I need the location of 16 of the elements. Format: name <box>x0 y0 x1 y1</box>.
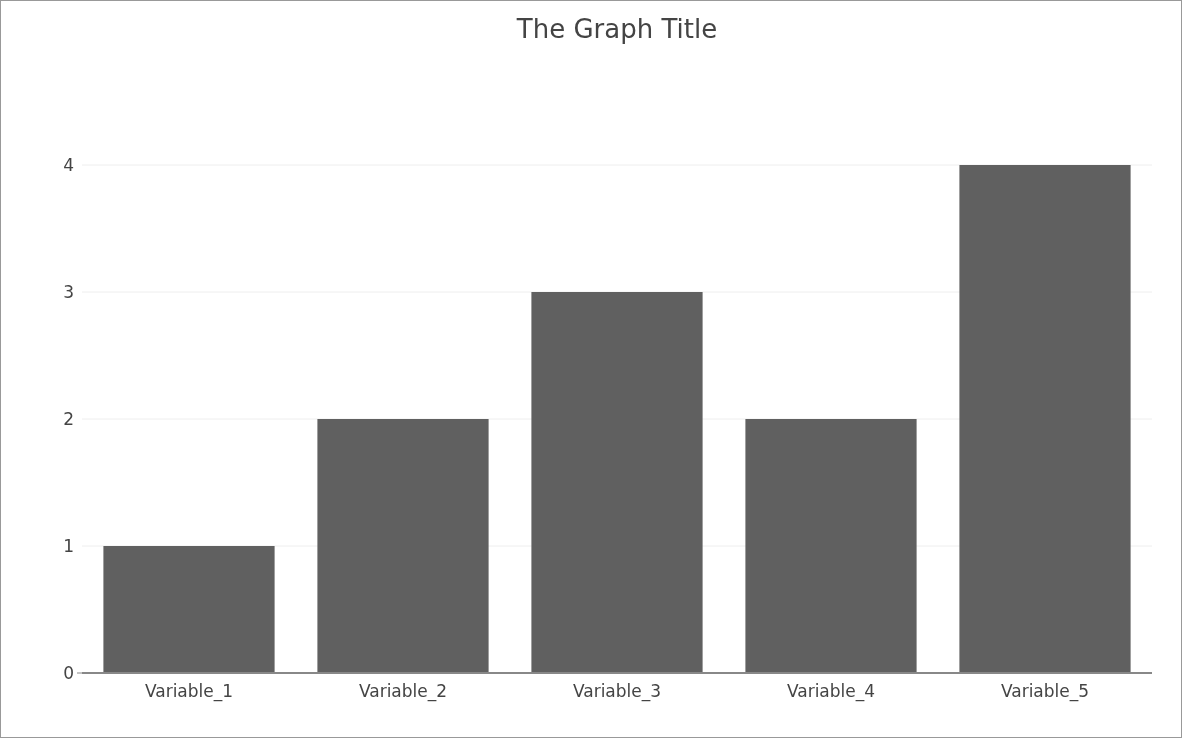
x-tick-label: Variable_2 <box>358 681 448 702</box>
chart-title: The Graph Title <box>515 14 718 44</box>
y-tick-label: 1 <box>63 535 74 556</box>
bar <box>531 292 703 673</box>
bar <box>959 165 1131 673</box>
x-tick-label: Variable_5 <box>1000 681 1090 702</box>
bar <box>103 546 275 673</box>
x-tick-label: Variable_4 <box>786 681 876 702</box>
x-tick-label: Variable_3 <box>572 681 662 702</box>
y-tick-label: 3 <box>63 281 74 302</box>
y-tick-label: 0 <box>63 662 74 683</box>
y-tick-label: 2 <box>63 408 74 429</box>
bar <box>745 419 917 673</box>
x-tick-label: Variable_1 <box>144 681 234 702</box>
y-tick-label: 4 <box>63 154 74 175</box>
bar <box>317 419 489 673</box>
